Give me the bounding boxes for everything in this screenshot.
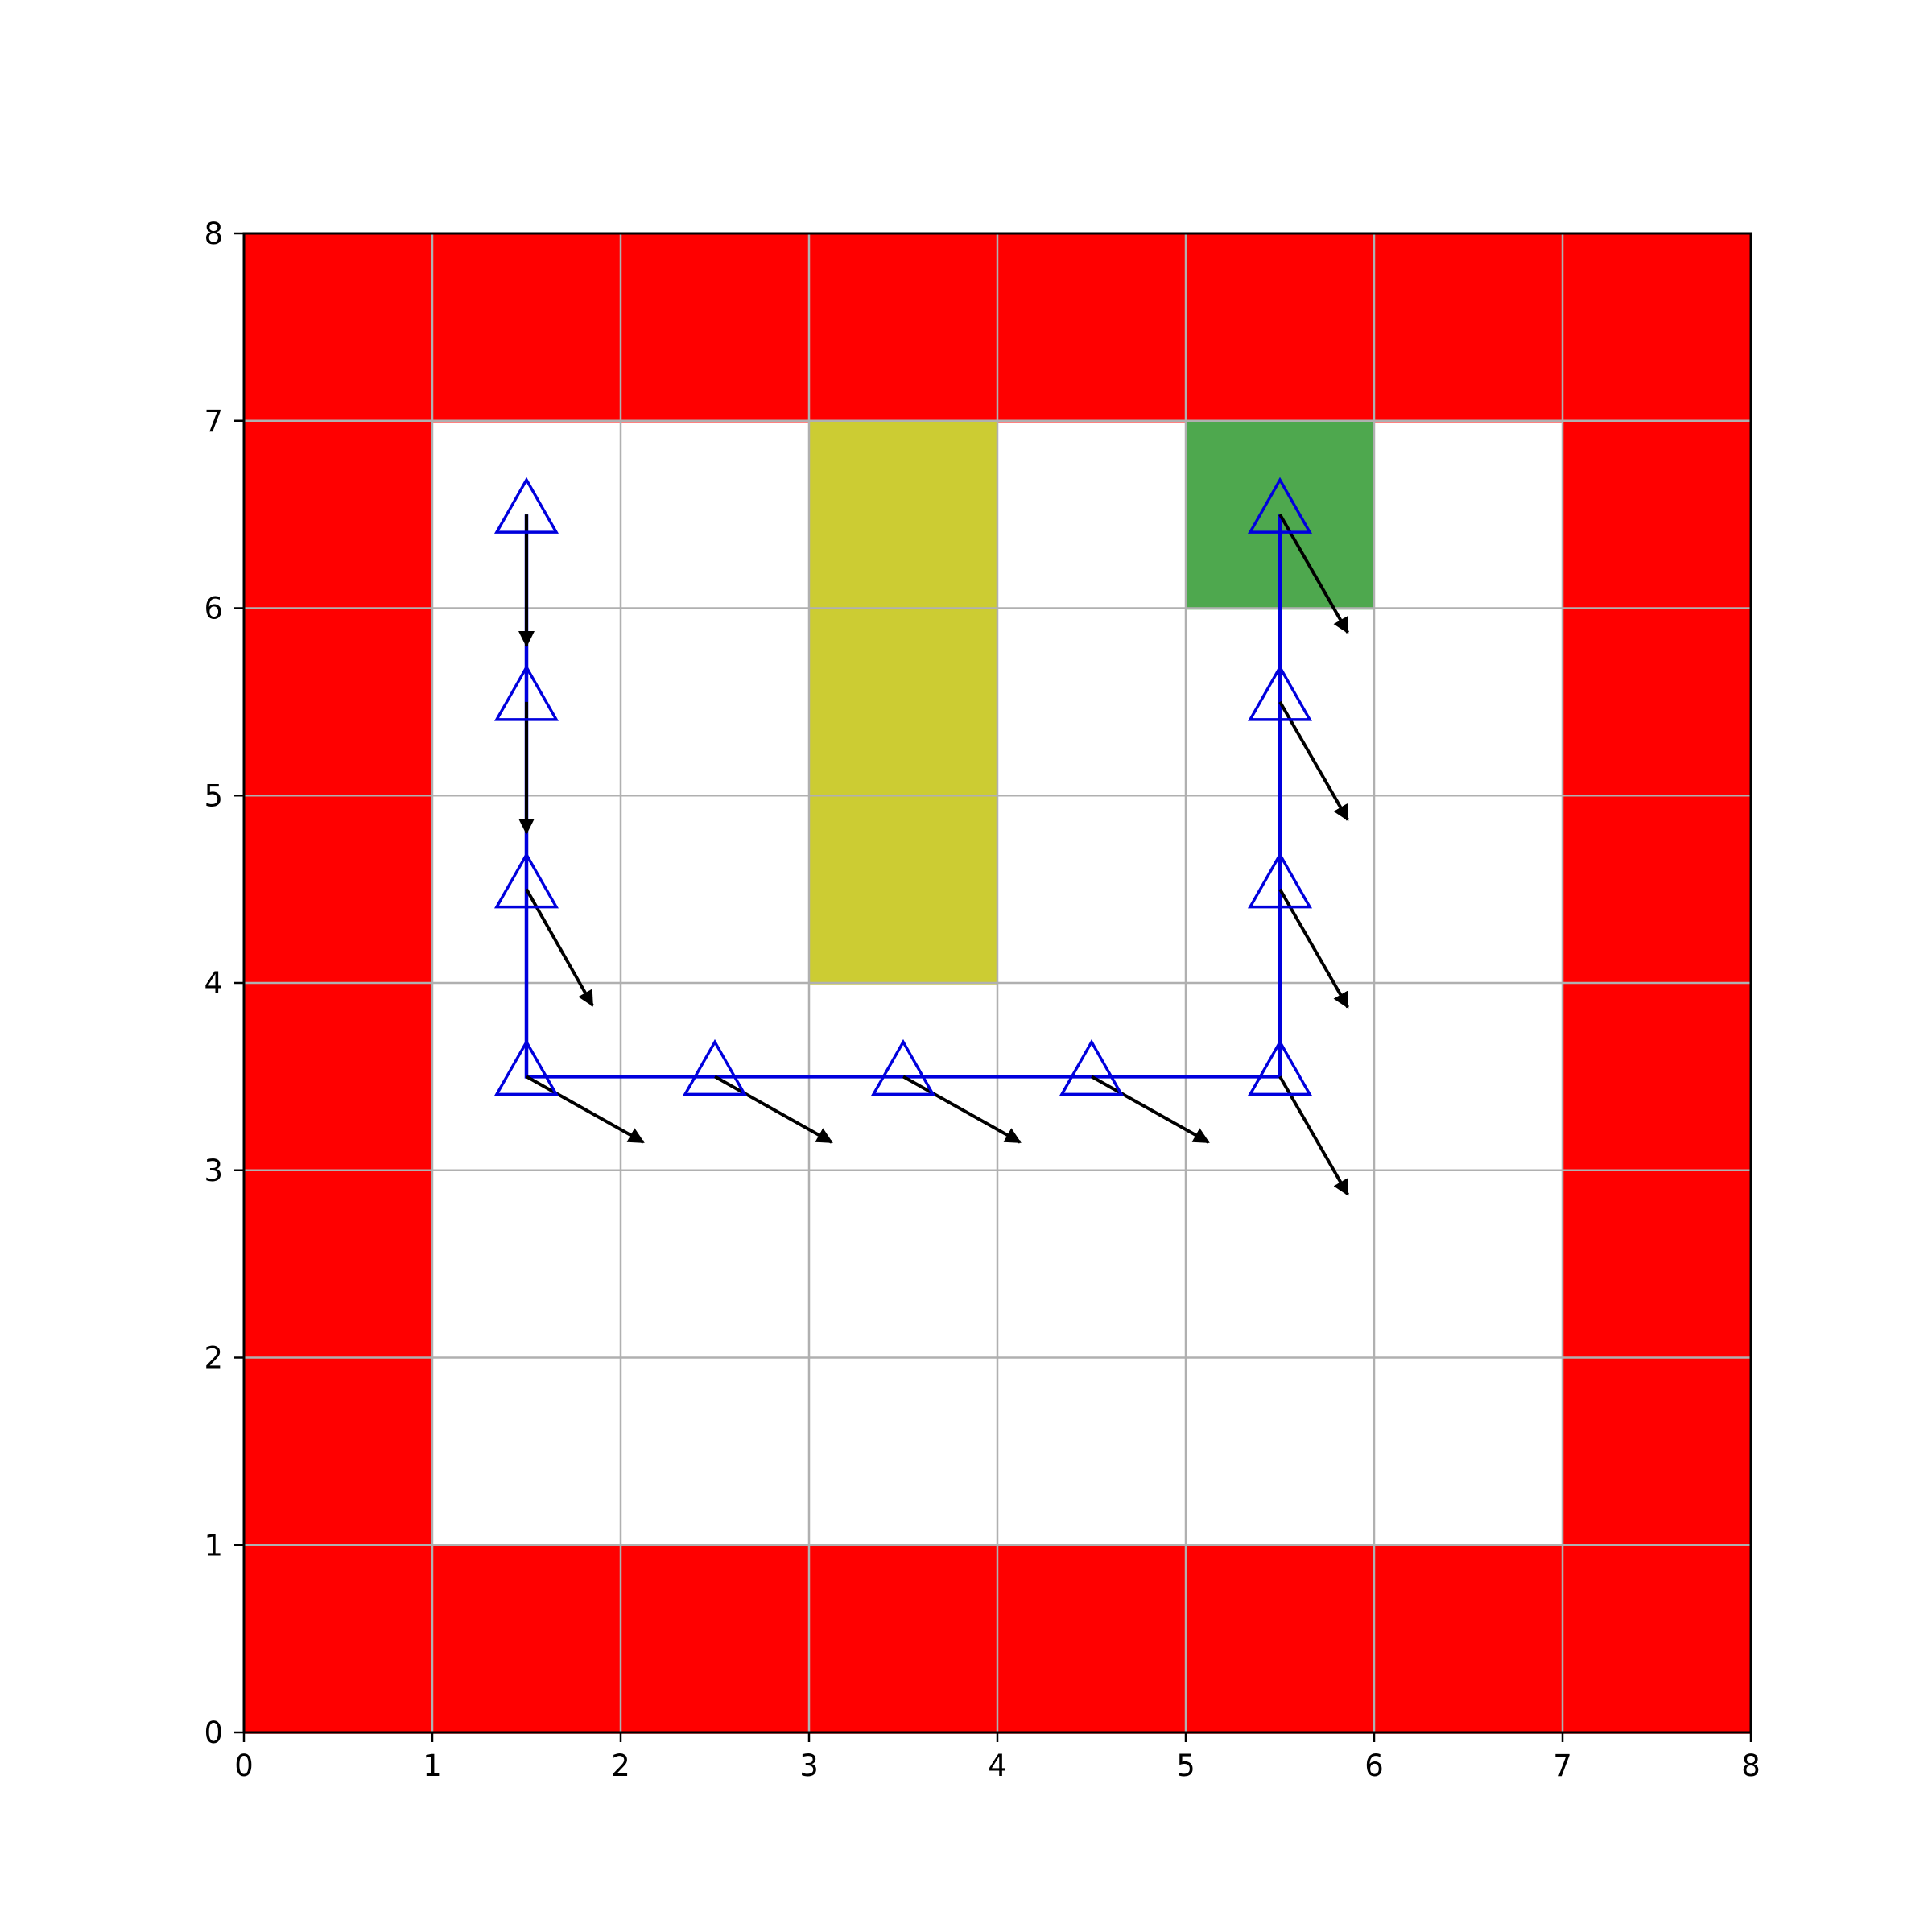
grid-lines — [244, 233, 1751, 1732]
y-tick-label: 5 — [204, 778, 223, 813]
wall-cell — [1563, 983, 1752, 1172]
wall-cell — [432, 233, 621, 423]
wall-cell — [1563, 420, 1752, 610]
wall-cell — [1374, 1545, 1563, 1734]
policy-arrow — [525, 888, 594, 1007]
x-tick-label: 6 — [1364, 1748, 1384, 1783]
wall-cell — [244, 1357, 433, 1546]
trajectory-marker — [1247, 1038, 1313, 1096]
trajectory-marker — [1059, 1038, 1125, 1096]
policy-arrow — [526, 1075, 645, 1144]
trajectory-marker — [493, 664, 559, 721]
trajectory-marker — [1247, 477, 1313, 534]
wall-cell — [244, 795, 433, 985]
policy-arrow — [1278, 700, 1349, 822]
y-tick-label: 2 — [204, 1341, 223, 1376]
axes: 0 1 2 3 4 5 6 7 8 0 1 2 3 4 5 6 7 8 — [204, 217, 1760, 1783]
wall-cell — [244, 983, 433, 1172]
wall-cell — [1563, 233, 1752, 423]
wall-cell — [244, 233, 433, 423]
wall-cell — [1563, 1357, 1752, 1546]
policy-arrows — [518, 514, 1349, 1196]
trajectory-marker — [870, 1038, 936, 1096]
y-tick-label: 1 — [204, 1528, 223, 1563]
wall-cell — [1563, 795, 1752, 985]
obstacle-cell — [809, 795, 998, 985]
wall-cell — [1374, 233, 1563, 423]
wall-cell — [244, 1170, 433, 1360]
y-tick-label: 3 — [204, 1154, 223, 1188]
wall-cell — [432, 1545, 621, 1734]
trajectory-marker — [493, 1038, 559, 1096]
x-tick-label: 4 — [988, 1748, 1007, 1783]
wall-cell — [997, 1545, 1187, 1734]
policy-arrow — [714, 1075, 833, 1144]
x-tick-label: 2 — [611, 1748, 630, 1783]
wall-cell — [621, 1545, 810, 1734]
policy-arrow — [1278, 514, 1349, 634]
policy-arrow — [1278, 888, 1349, 1009]
trajectory-markers — [493, 477, 1313, 1096]
x-tick-label: 7 — [1553, 1748, 1572, 1783]
policy-arrow — [1278, 1075, 1349, 1196]
wall-cell — [997, 233, 1187, 423]
wall-cell — [244, 1545, 433, 1734]
y-tick-label: 6 — [204, 592, 223, 626]
y-tick-label: 8 — [204, 217, 223, 251]
wall-cell — [1563, 1545, 1752, 1734]
wall-cell — [809, 1545, 998, 1734]
wall-cell — [621, 233, 810, 423]
x-tick-label: 0 — [234, 1748, 254, 1783]
policy-arrow — [902, 1075, 1022, 1144]
wall-cell — [1186, 1545, 1375, 1734]
wall-cell — [244, 420, 433, 610]
wall-cell — [1186, 233, 1375, 423]
trajectory-marker — [493, 852, 559, 909]
y-tick-label: 4 — [204, 966, 223, 1001]
trajectory-marker — [1247, 664, 1313, 721]
wall-cell — [809, 233, 998, 423]
wall-cell — [1563, 608, 1752, 797]
trajectory-marker — [682, 1038, 748, 1096]
y-tick-label: 0 — [204, 1715, 223, 1750]
x-tick-label: 3 — [799, 1748, 819, 1783]
x-tick-label: 5 — [1176, 1748, 1195, 1783]
trajectory-marker — [493, 477, 559, 534]
x-tick-label: 8 — [1741, 1748, 1761, 1783]
policy-arrow — [1091, 1075, 1210, 1144]
obstacle-cell — [809, 420, 998, 610]
trajectory-marker — [1247, 852, 1313, 909]
obstacle-cell — [809, 608, 998, 797]
y-tick-label: 7 — [204, 404, 223, 439]
wall-cell — [1563, 1170, 1752, 1360]
wall-cell — [244, 608, 433, 797]
x-tick-label: 1 — [423, 1748, 442, 1783]
